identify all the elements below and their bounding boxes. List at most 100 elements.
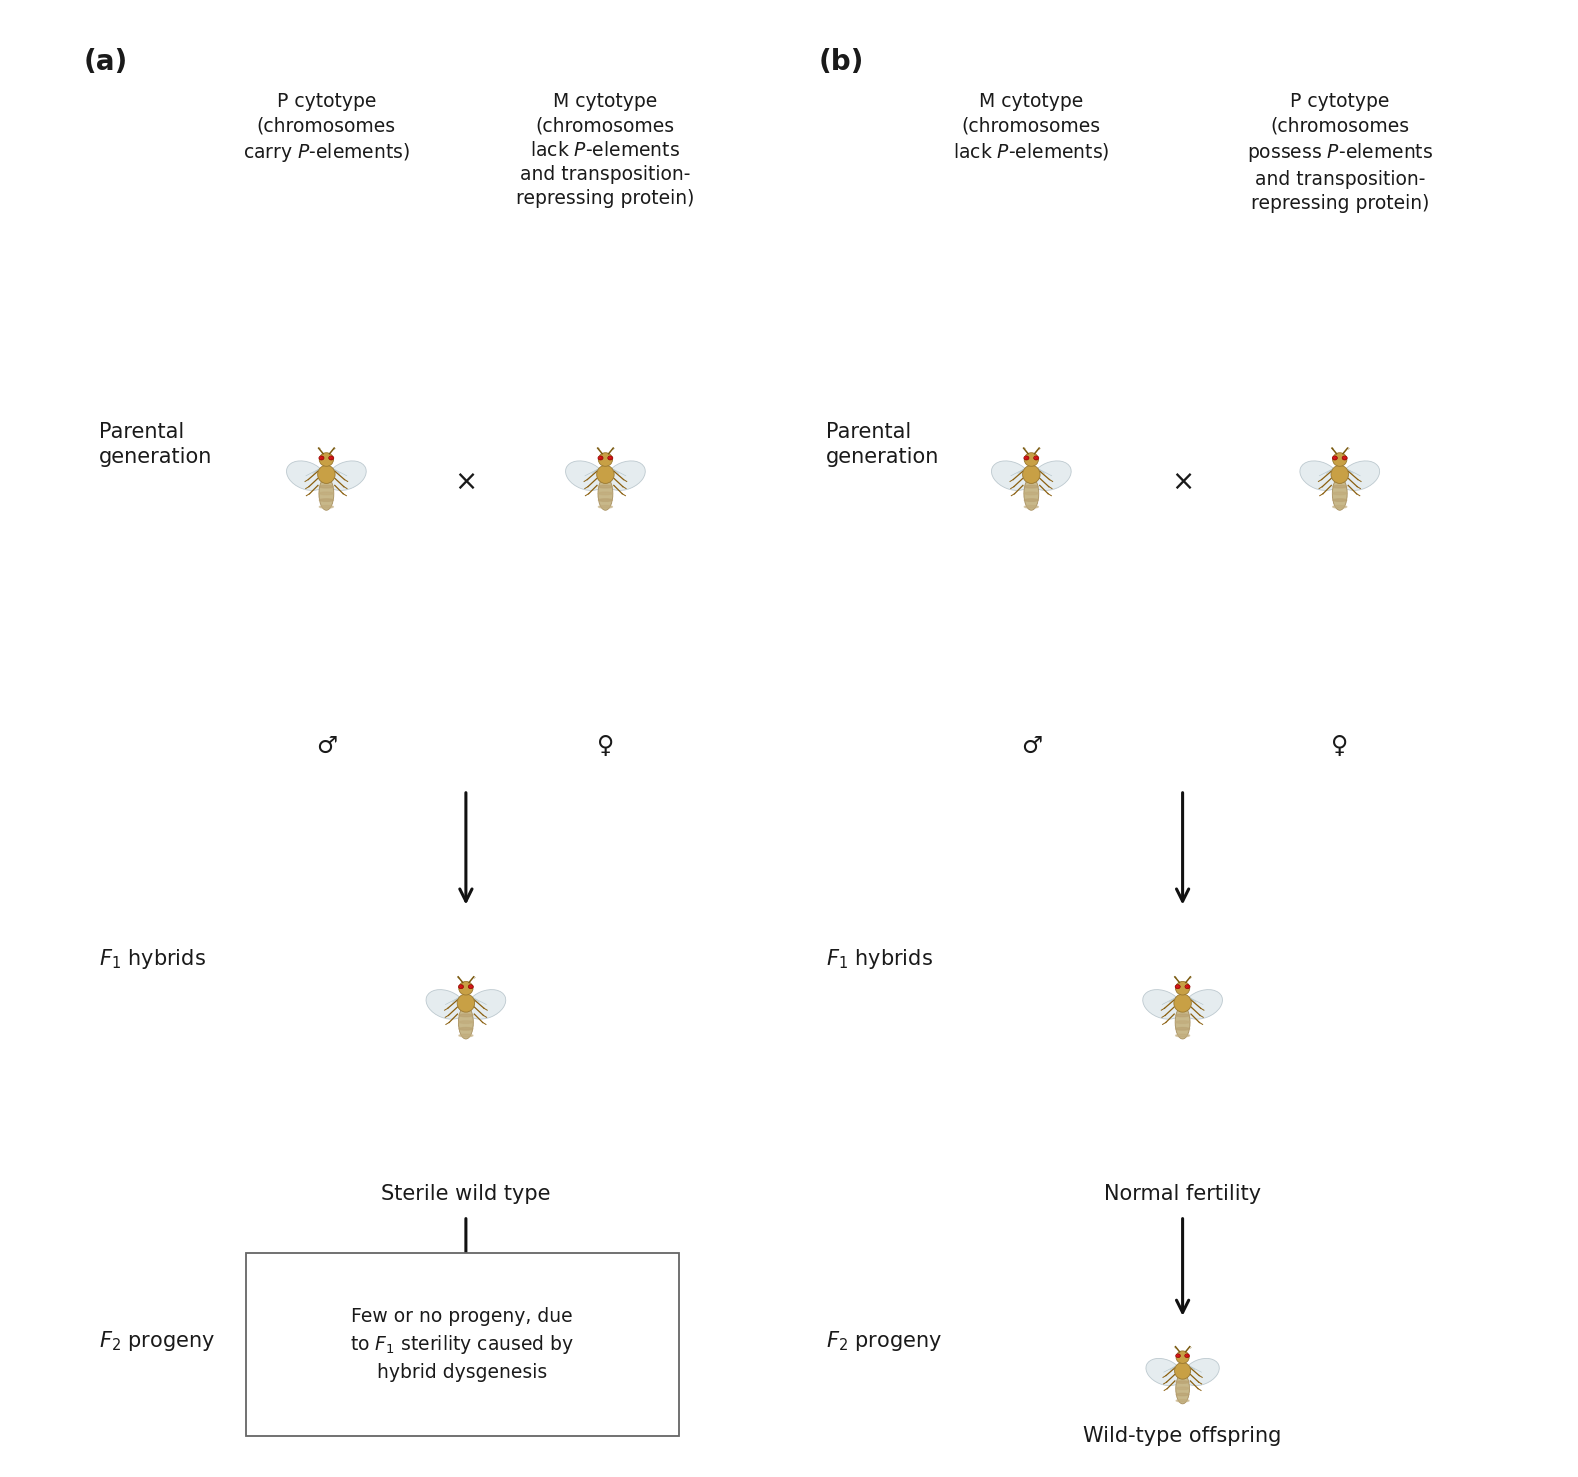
Text: (a): (a)	[84, 49, 128, 77]
Ellipse shape	[287, 461, 327, 490]
Ellipse shape	[598, 499, 612, 501]
Ellipse shape	[319, 477, 335, 510]
Ellipse shape	[1176, 981, 1190, 995]
Text: $F_1$ hybrids: $F_1$ hybrids	[99, 947, 205, 970]
Ellipse shape	[469, 985, 473, 988]
Text: P cytotype
(chromosomes
carry $\it{P}$-elements): P cytotype (chromosomes carry $\it{P}$-e…	[243, 92, 410, 164]
Ellipse shape	[1333, 453, 1348, 467]
Ellipse shape	[991, 461, 1030, 490]
Ellipse shape	[426, 990, 466, 1019]
Ellipse shape	[1174, 994, 1191, 1012]
Text: P cytotype
(chromosomes
possess $\it{P}$-elements
and transposition-
repressing : P cytotype (chromosomes possess $\it{P}$…	[1247, 92, 1433, 213]
Ellipse shape	[1176, 1006, 1190, 1038]
Ellipse shape	[1176, 1028, 1190, 1029]
Ellipse shape	[1185, 1354, 1190, 1357]
Ellipse shape	[1024, 477, 1038, 510]
Ellipse shape	[1142, 990, 1182, 1019]
Ellipse shape	[606, 461, 645, 490]
Ellipse shape	[1176, 1354, 1180, 1357]
Ellipse shape	[1340, 461, 1379, 490]
Ellipse shape	[596, 465, 614, 483]
Ellipse shape	[1023, 465, 1040, 483]
Text: Parental
generation: Parental generation	[825, 422, 939, 467]
Ellipse shape	[459, 1006, 473, 1038]
Ellipse shape	[319, 499, 333, 501]
Ellipse shape	[598, 492, 612, 495]
Ellipse shape	[1185, 985, 1190, 988]
Ellipse shape	[1024, 453, 1038, 467]
Ellipse shape	[598, 486, 612, 487]
Text: M cytotype
(chromosomes
lack $\it{P}$-elements
and transposition-
repressing pro: M cytotype (chromosomes lack $\it{P}$-el…	[516, 92, 694, 208]
Ellipse shape	[1333, 499, 1346, 501]
Ellipse shape	[1174, 1362, 1191, 1380]
Text: ♀: ♀	[596, 734, 614, 758]
FancyBboxPatch shape	[246, 1252, 679, 1436]
Text: ♂: ♂	[1021, 734, 1041, 758]
Ellipse shape	[1330, 465, 1349, 483]
Ellipse shape	[608, 456, 612, 459]
Ellipse shape	[1333, 492, 1346, 495]
Ellipse shape	[327, 461, 366, 490]
Text: Normal fertility: Normal fertility	[1105, 1183, 1261, 1204]
Ellipse shape	[1184, 1359, 1220, 1385]
Ellipse shape	[319, 453, 333, 467]
Text: Parental
generation: Parental generation	[99, 422, 211, 467]
Text: Wild-type offspring: Wild-type offspring	[1084, 1427, 1281, 1446]
Text: (b): (b)	[819, 49, 863, 77]
Ellipse shape	[1176, 1021, 1190, 1024]
Ellipse shape	[459, 1034, 473, 1037]
Ellipse shape	[1024, 505, 1038, 508]
Text: Few or no progeny, due
to $F_1$ sterility caused by
hybrid dysgenesis: Few or no progeny, due to $F_1$ sterilit…	[350, 1307, 574, 1382]
Ellipse shape	[319, 505, 333, 508]
Ellipse shape	[1176, 1015, 1190, 1016]
Ellipse shape	[1176, 1400, 1190, 1402]
Text: ×: ×	[1171, 468, 1195, 495]
Ellipse shape	[319, 486, 333, 487]
Ellipse shape	[565, 461, 606, 490]
Ellipse shape	[1332, 456, 1338, 459]
Ellipse shape	[1333, 486, 1346, 487]
Ellipse shape	[1341, 456, 1348, 459]
Ellipse shape	[1176, 1393, 1190, 1396]
Ellipse shape	[1032, 461, 1071, 490]
Ellipse shape	[1176, 1387, 1190, 1390]
Ellipse shape	[459, 1021, 473, 1024]
Ellipse shape	[459, 1015, 473, 1016]
Ellipse shape	[1024, 492, 1038, 495]
Text: M cytotype
(chromosomes
lack $\it{P}$-elements): M cytotype (chromosomes lack $\it{P}$-el…	[953, 92, 1109, 162]
Ellipse shape	[598, 456, 603, 459]
Ellipse shape	[1332, 477, 1348, 510]
Ellipse shape	[466, 990, 507, 1019]
Ellipse shape	[598, 505, 612, 508]
Ellipse shape	[598, 453, 612, 467]
Text: $F_1$ hybrids: $F_1$ hybrids	[825, 947, 933, 970]
Ellipse shape	[1146, 1359, 1182, 1385]
Ellipse shape	[317, 465, 335, 483]
Ellipse shape	[319, 456, 323, 459]
Text: $F_2$ progeny: $F_2$ progeny	[825, 1329, 942, 1353]
Ellipse shape	[319, 492, 333, 495]
Ellipse shape	[1333, 505, 1346, 508]
Ellipse shape	[598, 477, 612, 510]
Ellipse shape	[1024, 456, 1029, 459]
Text: ♂: ♂	[316, 734, 338, 758]
Ellipse shape	[1184, 990, 1223, 1019]
Ellipse shape	[459, 981, 473, 995]
Ellipse shape	[1024, 499, 1038, 501]
Ellipse shape	[1176, 1381, 1190, 1384]
Ellipse shape	[1176, 985, 1180, 988]
Text: $F_2$ progeny: $F_2$ progeny	[99, 1329, 215, 1353]
Ellipse shape	[458, 994, 475, 1012]
Ellipse shape	[458, 985, 464, 988]
Ellipse shape	[1176, 1034, 1190, 1037]
Ellipse shape	[1176, 1374, 1190, 1403]
Text: Sterile wild type: Sterile wild type	[382, 1183, 551, 1204]
Text: ♀: ♀	[1332, 734, 1348, 758]
Ellipse shape	[1034, 456, 1038, 459]
Ellipse shape	[1300, 461, 1340, 490]
Ellipse shape	[1176, 1351, 1190, 1363]
Ellipse shape	[459, 1028, 473, 1029]
Text: ×: ×	[454, 468, 478, 495]
Ellipse shape	[328, 456, 335, 459]
Ellipse shape	[1024, 486, 1038, 487]
